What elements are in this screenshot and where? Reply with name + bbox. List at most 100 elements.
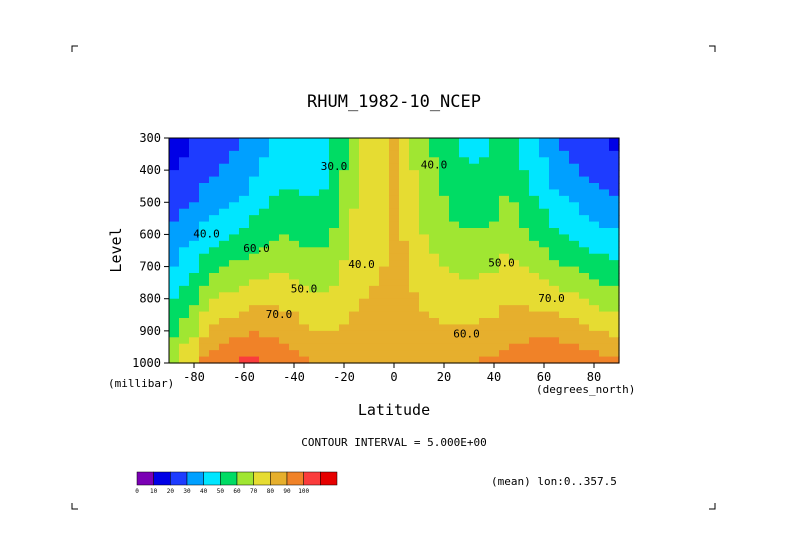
- field-cell: [169, 183, 180, 191]
- field-cell: [369, 279, 380, 287]
- field-cell: [439, 170, 450, 178]
- field-cell: [429, 273, 440, 281]
- field-cell: [339, 170, 350, 178]
- field-cell: [349, 144, 360, 152]
- field-cell: [369, 285, 380, 293]
- field-cell: [189, 311, 200, 319]
- field-cell: [489, 330, 500, 338]
- field-cell: [219, 305, 230, 313]
- field-cell: [609, 273, 620, 281]
- field-cell: [449, 324, 460, 332]
- field-cell: [169, 215, 180, 223]
- field-cell: [239, 285, 250, 293]
- field-cell: [569, 279, 580, 287]
- field-cell: [239, 273, 250, 281]
- field-cell: [419, 234, 430, 242]
- field-cell: [219, 221, 230, 229]
- field-cell: [209, 170, 220, 178]
- field-cell: [249, 356, 260, 364]
- field-cell: [199, 176, 210, 184]
- field-cell: [339, 285, 350, 293]
- crop-mark-bottom-right: [709, 503, 716, 510]
- field-cell: [579, 150, 590, 158]
- field-cell: [469, 189, 480, 197]
- field-cell: [169, 356, 180, 364]
- field-cell: [239, 318, 250, 326]
- field-cell: [409, 318, 420, 326]
- field-cell: [359, 215, 370, 223]
- field-cell: [189, 138, 200, 146]
- field-cell: [519, 176, 530, 184]
- field-cell: [599, 208, 610, 216]
- field-cell: [449, 305, 460, 313]
- field-cell: [529, 266, 540, 274]
- colorbar-swatch: [220, 471, 238, 486]
- field-cell: [179, 305, 190, 313]
- x-tick-label: 0: [390, 370, 397, 384]
- field-cell: [359, 266, 370, 274]
- field-cell: [539, 221, 550, 229]
- field-cell: [459, 215, 470, 223]
- field-cell: [519, 202, 530, 210]
- field-cell: [609, 343, 620, 351]
- field-cell: [589, 292, 600, 300]
- field-cell: [269, 150, 280, 158]
- field-cell: [429, 221, 440, 229]
- field-cell: [289, 183, 300, 191]
- field-cell: [589, 305, 600, 313]
- field-cell: [229, 144, 240, 152]
- field-cell: [479, 305, 490, 313]
- field-cell: [459, 240, 470, 248]
- field-cell: [409, 285, 420, 293]
- field-cell: [539, 234, 550, 242]
- field-cell: [369, 356, 380, 364]
- field-cell: [459, 330, 470, 338]
- field-cell: [539, 292, 550, 300]
- field-cell: [249, 240, 260, 248]
- field-cell: [209, 138, 220, 146]
- field-cell: [519, 157, 530, 165]
- field-cell: [339, 202, 350, 210]
- field-cell: [449, 208, 460, 216]
- field-cell: [399, 318, 410, 326]
- field-cell: [419, 170, 430, 178]
- field-cell: [559, 221, 570, 229]
- field-cell: [419, 337, 430, 345]
- field-cell: [359, 150, 370, 158]
- field-cell: [549, 221, 560, 229]
- contour-label: 40.0: [193, 228, 220, 241]
- field-cell: [519, 356, 530, 364]
- field-cell: [379, 221, 390, 229]
- field-cell: [499, 318, 510, 326]
- field-cell: [339, 240, 350, 248]
- field-cell: [579, 330, 590, 338]
- field-cell: [169, 234, 180, 242]
- field-cell: [559, 356, 570, 364]
- field-cell: [379, 144, 390, 152]
- field-cell: [229, 324, 240, 332]
- field-cell: [609, 266, 620, 274]
- field-cell: [279, 266, 290, 274]
- field-cell: [189, 170, 200, 178]
- field-cell: [299, 292, 310, 300]
- field-cell: [219, 163, 230, 171]
- field-cell: [349, 253, 360, 261]
- field-cell: [189, 330, 200, 338]
- field-cell: [589, 240, 600, 248]
- field-cell: [329, 183, 340, 191]
- field-cell: [529, 253, 540, 261]
- field-cell: [369, 330, 380, 338]
- field-cell: [469, 260, 480, 268]
- field-cell: [289, 176, 300, 184]
- field-cell: [379, 138, 390, 146]
- field-cell: [419, 330, 430, 338]
- field-cell: [399, 266, 410, 274]
- field-cell: [319, 189, 330, 197]
- field-cell: [289, 298, 300, 306]
- field-cell: [579, 215, 590, 223]
- field-cell: [219, 324, 230, 332]
- field-cell: [399, 221, 410, 229]
- field-cell: [289, 163, 300, 171]
- field-cell: [219, 253, 230, 261]
